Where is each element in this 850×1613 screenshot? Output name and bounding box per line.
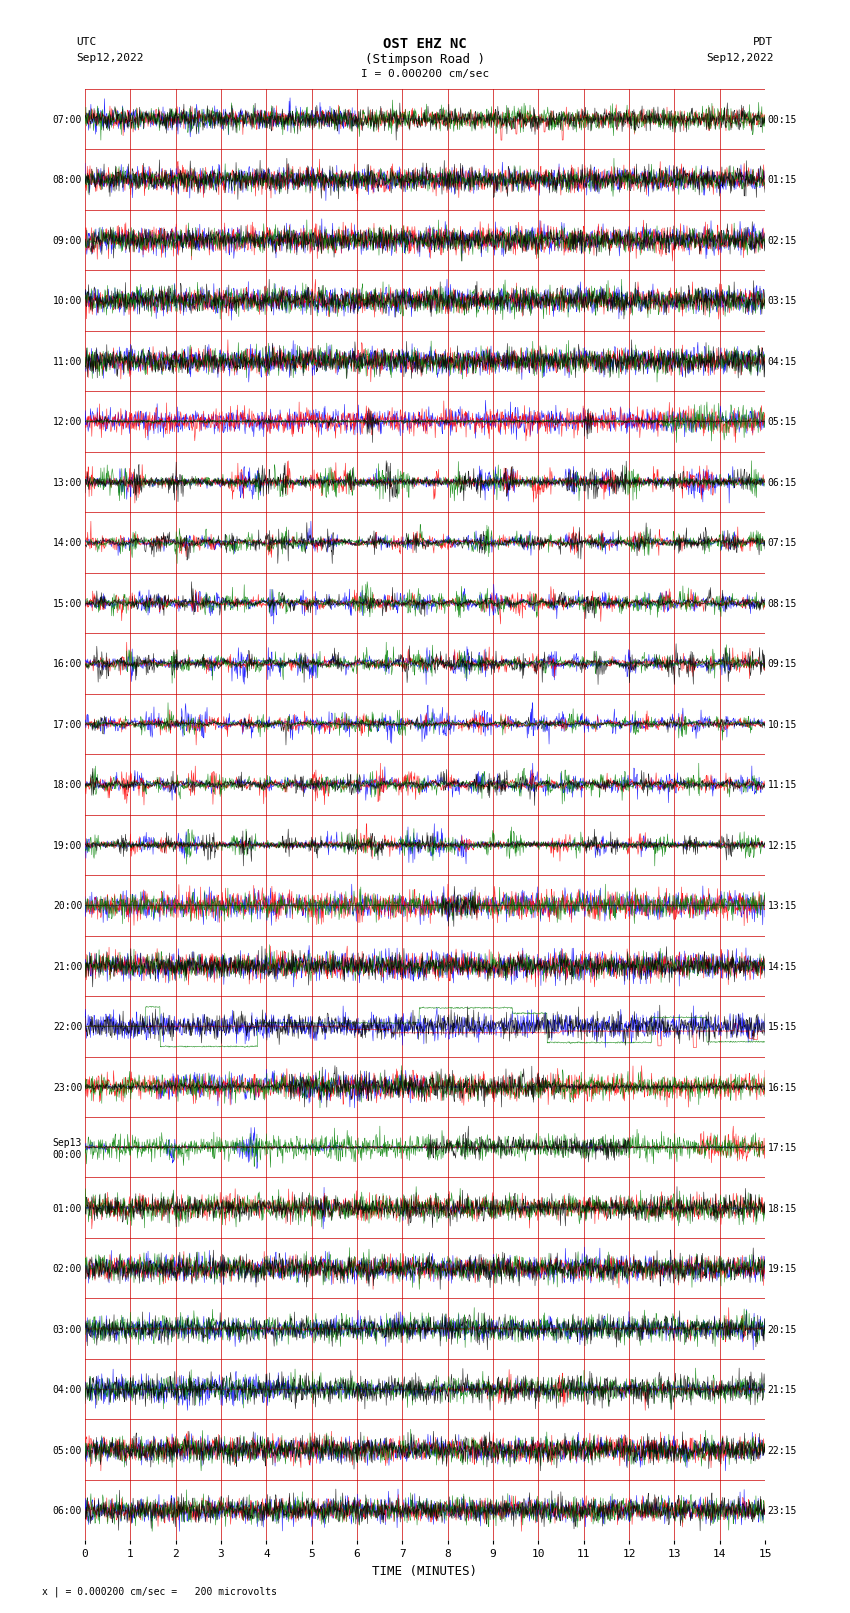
Text: UTC: UTC [76, 37, 97, 47]
X-axis label: TIME (MINUTES): TIME (MINUTES) [372, 1565, 478, 1578]
Text: PDT: PDT [753, 37, 774, 47]
Text: Sep12,2022: Sep12,2022 [76, 53, 144, 63]
Text: Sep12,2022: Sep12,2022 [706, 53, 774, 63]
Text: I = 0.000200 cm/sec: I = 0.000200 cm/sec [361, 69, 489, 79]
Text: OST EHZ NC: OST EHZ NC [383, 37, 467, 52]
Text: x | = 0.000200 cm/sec =   200 microvolts: x | = 0.000200 cm/sec = 200 microvolts [42, 1586, 277, 1597]
Text: (Stimpson Road ): (Stimpson Road ) [365, 53, 485, 66]
